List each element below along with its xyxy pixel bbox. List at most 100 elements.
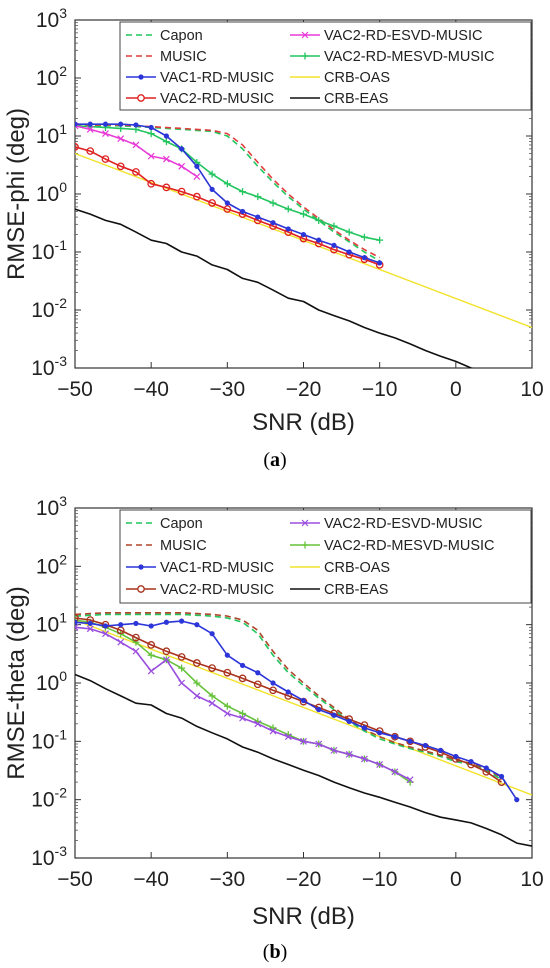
y-axis-label: RMSE-theta (deg): [3, 586, 30, 779]
x-tick-label: 10: [520, 378, 543, 401]
marker-vac1-rd-music: [75, 619, 78, 625]
marker-vac2-rd-mesvd-music: [254, 193, 262, 201]
y-axis-label: RMSE-phi (deg): [3, 108, 30, 280]
marker-vac2-rd-mesvd-music: [269, 199, 277, 207]
marker-vac2-rd-music: [406, 737, 414, 746]
marker-vac1-rd-music: [118, 121, 124, 127]
legend-label-crb-oas: CRB-OAS: [324, 70, 390, 86]
legend-label-capon: Capon: [160, 28, 203, 44]
legend-label-vac2-rd-mesvd-music: VAC2-RD-MESVD-MUSIC: [324, 49, 495, 65]
legend-marker-vac1-rd-music: [138, 564, 144, 570]
legend: Capon MUSIC VAC1-RD-MUSIC VAC2-RD-MUSIC VAC2…: [119, 21, 532, 111]
marker-vac1-rd-music: [270, 220, 276, 226]
marker-vac2-rd-mesvd-music: [132, 638, 140, 646]
marker-vac2-rd-music: [208, 199, 216, 207]
panel-b: −50 −40 −30 −20 −10 0 10 103 102 101 100 10-1 10-2 10…: [3, 493, 544, 963]
marker-vac2-rd-mesvd-music: [300, 210, 307, 218]
legend-marker-vac2-rd-esvd-music: [301, 31, 309, 39]
y-tick-label: 10-1: [31, 237, 67, 264]
marker-vac1-rd-music: [255, 214, 261, 220]
marker-vac2-rd-music: [269, 686, 277, 695]
marker-vac1-rd-music: [331, 712, 337, 718]
y-tick-label: 100: [36, 668, 67, 695]
marker-vac1-rd-music: [361, 725, 368, 731]
marker-vac2-rd-music: [147, 179, 156, 188]
legend-label-vac2-rd-esvd-music: VAC2-RD-ESVD-MUSIC: [324, 28, 482, 44]
marker-vac1-rd-music: [224, 652, 230, 658]
marker-vac2-rd-music: [238, 674, 247, 683]
y-tick-label: 101: [36, 121, 67, 148]
marker-vac1-rd-music: [377, 730, 383, 736]
marker-vac2-rd-mesvd-music: [223, 702, 231, 710]
marker-vac2-rd-esvd-music: [254, 720, 262, 728]
marker-vac1-rd-music: [194, 163, 200, 169]
series-line-crb-oas: [75, 619, 532, 796]
marker-vac2-rd-mesvd-music: [284, 205, 292, 213]
series-line-vac1-rd-music: [75, 620, 518, 801]
marker-vac2-rd-music: [132, 168, 140, 176]
y-tick-label: 10-3: [31, 843, 67, 870]
y-tick-label: 103: [36, 493, 67, 520]
marker-vac2-rd-esvd-music: [315, 740, 323, 748]
marker-vac1-rd-music: [331, 242, 337, 248]
marker-vac1-rd-music: [255, 670, 261, 676]
legend-label-vac2-rd-mesvd-music: VAC2-RD-MESVD-MUSIC: [324, 538, 495, 554]
marker-vac2-rd-mesvd-music: [330, 222, 338, 230]
marker-vac2-rd-esvd-music: [284, 733, 292, 741]
x-tick-label: −50: [57, 868, 93, 891]
marker-vac2-rd-music: [177, 187, 186, 196]
marker-vac2-rd-music: [116, 162, 125, 171]
legend-marker-vac2-rd-esvd-music: [301, 519, 309, 527]
x-tick-label: 10: [520, 868, 543, 891]
marker-vac2-rd-music: [253, 680, 262, 689]
series-line-capon: [75, 125, 381, 262]
marker-vac1-rd-music: [239, 662, 246, 669]
marker-vac2-rd-esvd-music: [376, 761, 384, 768]
marker-vac2-rd-esvd-music: [102, 130, 109, 138]
marker-vac2-rd-esvd-music: [162, 656, 170, 664]
marker-vac2-rd-mesvd-music: [178, 664, 186, 672]
marker-vac1-rd-music: [102, 623, 109, 629]
y-tick-label: 10-2: [31, 295, 67, 322]
marker-vac1-rd-music: [407, 738, 413, 744]
x-tick-label: −10: [362, 378, 398, 401]
marker-vac1-rd-music: [285, 689, 291, 695]
legend-label-capon: Capon: [160, 516, 203, 532]
legend-label-vac2-rd-music: VAC2-RD-MUSIC: [160, 91, 274, 107]
marker-vac1-rd-music: [361, 255, 368, 261]
marker-vac2-rd-esvd-music: [117, 638, 125, 646]
series-layer: [75, 121, 532, 368]
marker-vac1-rd-music: [209, 631, 215, 637]
marker-vac1-rd-music: [118, 622, 124, 628]
marker-vac2-rd-esvd-music: [269, 727, 277, 735]
y-tick-label: 10-2: [31, 785, 67, 812]
marker-vac2-rd-mesvd-music: [147, 651, 155, 659]
marker-vac1-rd-music: [209, 186, 215, 193]
x-tick-label: −20: [286, 378, 322, 401]
legend-label-vac2-rd-music: VAC2-RD-MUSIC: [160, 582, 274, 598]
marker-vac1-rd-music: [194, 622, 200, 628]
marker-vac1-rd-music: [316, 706, 322, 713]
marker-vac1-rd-music: [438, 747, 444, 753]
legend-label-music: MUSIC: [160, 49, 207, 65]
series-line-vac1-rd-music: [75, 123, 380, 264]
series-line-music: [75, 611, 502, 779]
marker-vac2-rd-mesvd-music: [239, 188, 247, 196]
legend-label-vac1-rd-music: VAC1-RD-MUSIC: [160, 560, 274, 576]
marker-vac1-rd-music: [377, 260, 383, 266]
marker-vac1-rd-music: [483, 765, 489, 771]
marker-vac2-rd-esvd-music: [178, 679, 186, 687]
series-layer: [75, 611, 532, 847]
marker-vac1-rd-music: [468, 758, 474, 765]
marker-vac2-rd-esvd-music: [117, 135, 125, 143]
panel-caption: (a): [263, 449, 286, 471]
marker-vac1-rd-music: [422, 742, 428, 749]
marker-vac1-rd-music: [163, 133, 169, 139]
marker-vac2-rd-mesvd-music: [315, 216, 323, 224]
marker-vac2-rd-music: [86, 147, 95, 155]
marker-vac2-rd-music: [162, 647, 171, 656]
marker-vac2-rd-music: [132, 633, 140, 642]
marker-vac2-rd-music: [193, 659, 201, 667]
series-line-capon: [75, 613, 502, 781]
marker-vac2-rd-esvd-music: [178, 162, 186, 170]
